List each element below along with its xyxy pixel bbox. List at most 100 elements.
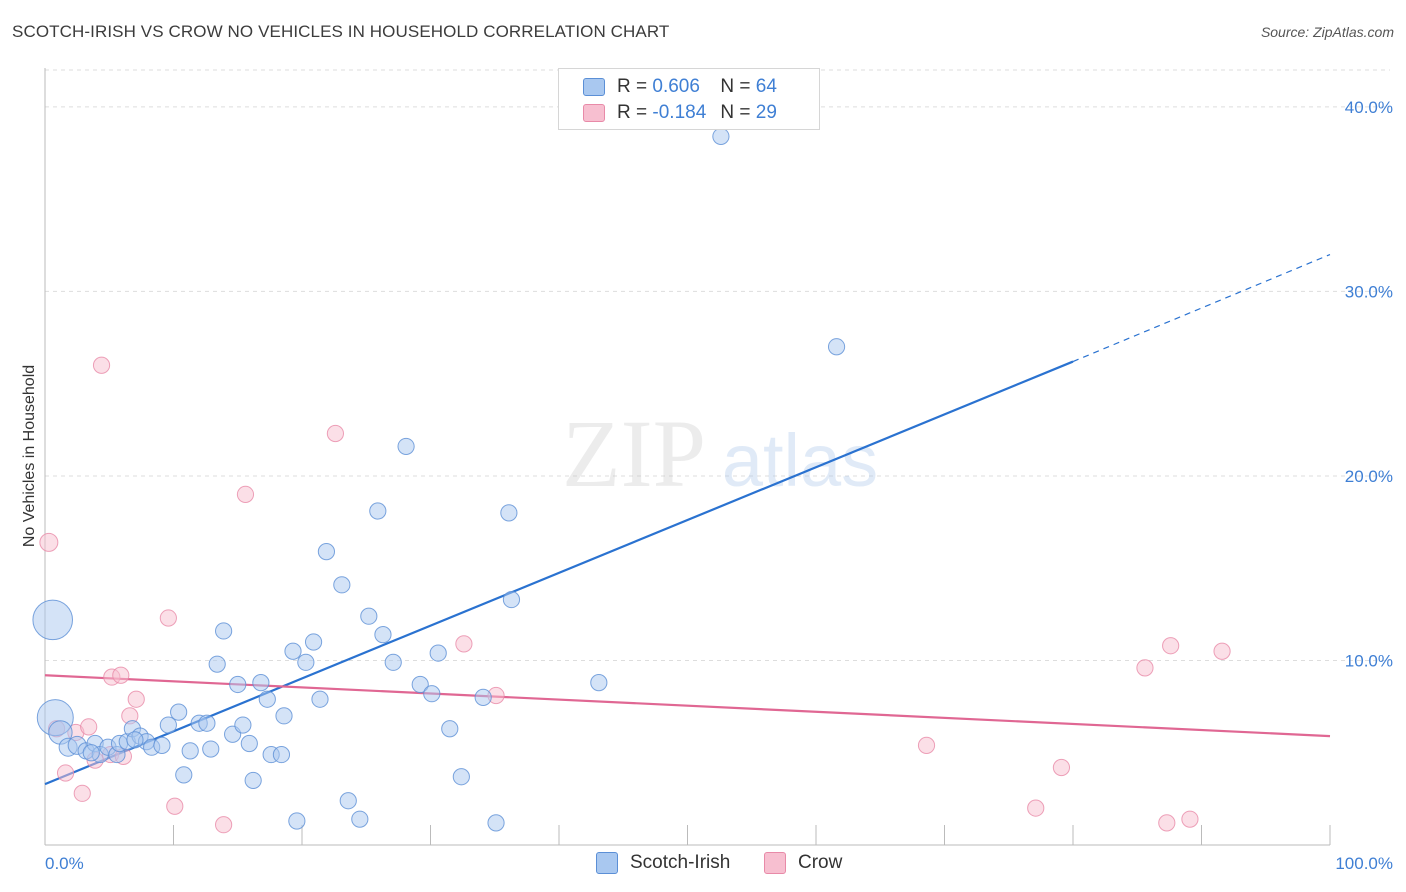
crow-point — [80, 718, 98, 736]
legend-swatch-crow — [764, 852, 786, 874]
y-axis-label: No Vehicles in Household — [21, 365, 38, 547]
crow-point — [326, 424, 345, 443]
crow-point — [166, 797, 184, 815]
scotch-irish-point — [441, 720, 459, 738]
scotch-irish-point — [474, 688, 492, 706]
scotch-irish-point — [333, 576, 351, 594]
scotch-irish-point — [360, 607, 378, 625]
scotch-irish-point — [423, 685, 441, 703]
y-tick-labels: 10.0% 20.0% 30.0% 40.0% — [1345, 98, 1393, 671]
scotch-irish-point — [411, 675, 429, 694]
legend-r-value: -0.184 — [652, 102, 707, 123]
scotch-irish-point — [339, 792, 357, 810]
scotch-irish-point — [304, 633, 323, 651]
crow-point — [112, 666, 130, 684]
scotch-irish-point — [374, 626, 392, 644]
crow-point — [1213, 642, 1231, 660]
scotch-irish-trend-line — [44, 360, 1074, 786]
stats-legend: R = 0.606 N = 64 R = -0.184 N = 29 — [558, 68, 820, 130]
legend-item-scotch-irish: Scotch-Irish — [596, 852, 730, 874]
scotch-irish-point — [311, 690, 329, 708]
crow-point — [917, 736, 936, 754]
crow-point — [236, 485, 255, 504]
scotch-irish-point — [198, 714, 216, 732]
scotch-irish-point — [215, 622, 233, 640]
legend-r-label: R = — [617, 102, 648, 123]
legend-label-crow: Crow — [798, 852, 843, 873]
scotch-irish-point — [351, 810, 369, 828]
scotch-irish-point — [170, 703, 188, 721]
scotch-irish-point — [32, 599, 74, 641]
watermark-zip: ZIP — [562, 400, 706, 507]
x-tick-labels: 0.0% 100.0% — [45, 854, 1393, 873]
series-legend: Scotch-Irish Crow — [0, 852, 1406, 878]
crow-point — [1158, 814, 1176, 832]
scotch-irish-point — [288, 812, 306, 830]
scotch-irish-point — [175, 766, 193, 784]
watermark-atlas: atlas — [722, 419, 878, 502]
crow-point — [159, 609, 177, 627]
scotch-irish-point — [153, 736, 171, 754]
scotch-irish-point — [252, 674, 270, 692]
scotch-irish-point — [397, 437, 415, 456]
scotch-irish-point — [384, 653, 402, 671]
scotch-irish-point — [369, 502, 387, 520]
grid-lines — [45, 69, 1390, 661]
y-tick-label: 30.0% — [1345, 282, 1393, 301]
crow-point — [39, 532, 59, 552]
scotch-irish-point — [827, 338, 846, 356]
scotch-irish-point — [240, 734, 258, 753]
data-points — [32, 127, 1231, 834]
scotch-irish-point — [297, 653, 315, 671]
scotch-irish-point — [82, 744, 100, 762]
scotch-irish-point — [181, 742, 199, 760]
scotch-irish-point — [272, 745, 291, 764]
crow-point — [215, 816, 233, 834]
legend-row-crow: R = -0.184 N = 29 — [583, 101, 777, 125]
x-tick-label-max: 100.0% — [1335, 854, 1393, 873]
crow-point — [1181, 810, 1199, 828]
scotch-irish-point — [244, 771, 262, 790]
scotch-irish-point — [317, 543, 336, 561]
crow-point — [1052, 758, 1071, 777]
crow-point — [1027, 799, 1045, 817]
scotch-irish-point — [590, 674, 608, 692]
legend-item-crow: Crow — [764, 852, 842, 874]
y-tick-label: 10.0% — [1345, 651, 1393, 670]
scotch-irish-trend-extension — [1072, 253, 1331, 363]
legend-swatch-scotch-irish — [596, 852, 618, 874]
scotch-irish-point — [258, 690, 276, 708]
scotch-irish-point — [452, 768, 470, 786]
scotch-irish-point — [429, 644, 447, 662]
crow-point — [73, 784, 91, 802]
crow-point — [1136, 659, 1154, 677]
scotch-irish-point — [500, 504, 518, 522]
crow-point — [56, 764, 75, 782]
scotch-irish-point — [487, 814, 505, 832]
legend-n-label: N = — [720, 102, 751, 123]
legend-n-value: 29 — [755, 102, 777, 123]
legend-n-value: 64 — [755, 76, 777, 97]
chart-title: SCOTCH-IRISH VS CROW NO VEHICLES IN HOUS… — [12, 22, 670, 41]
scotch-irish-point — [502, 590, 521, 609]
crow-point — [92, 356, 111, 374]
scotch-irish-point — [275, 707, 293, 725]
x-tick-label-min: 0.0% — [45, 854, 84, 873]
scotch-irish-point — [126, 731, 144, 749]
scotch-irish-point — [202, 740, 220, 758]
crow-point — [455, 635, 473, 653]
legend-r-label: R = — [617, 76, 648, 97]
scotch-irish-point — [284, 642, 302, 660]
y-tick-label: 20.0% — [1345, 467, 1393, 486]
scotch-irish-point — [234, 716, 252, 734]
legend-swatch-blue — [583, 78, 605, 96]
legend-r-value: 0.606 — [652, 76, 700, 97]
crow-point — [127, 690, 145, 708]
scotch-irish-point — [712, 127, 730, 146]
y-tick-label: 40.0% — [1345, 98, 1393, 117]
legend-n-label: N = — [720, 76, 751, 97]
legend-swatch-pink — [583, 104, 605, 122]
scotch-irish-point — [229, 675, 247, 694]
legend-label-scotch-irish: Scotch-Irish — [630, 852, 731, 873]
